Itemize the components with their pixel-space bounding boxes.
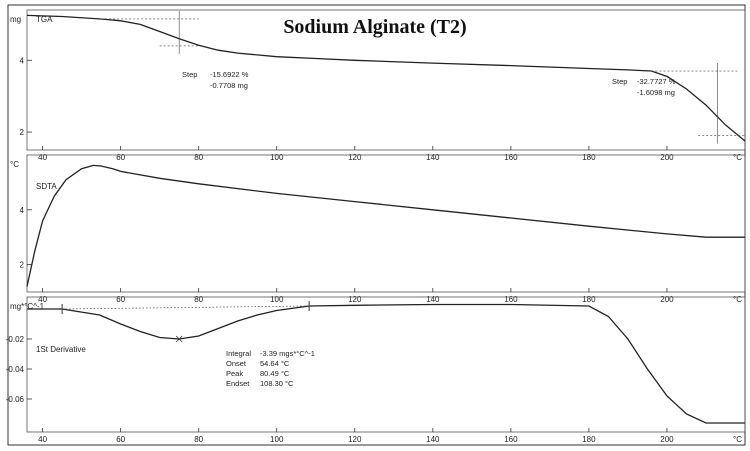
step-value: -32.7727 %	[637, 77, 676, 86]
x-tick-label: 80	[194, 295, 203, 304]
x-tick-label: 60	[116, 153, 125, 162]
result-value: 54.64 °C	[260, 359, 290, 368]
panel-frame	[26, 296, 746, 433]
result-label: Endset	[226, 379, 250, 388]
x-unit-label: °C	[733, 153, 742, 162]
series-line	[26, 164, 745, 287]
x-tick-label: 120	[348, 295, 362, 304]
step-value: -1.6098 mg	[637, 88, 675, 97]
x-tick-label: 80	[194, 153, 203, 162]
x-tick-label: 100	[270, 153, 284, 162]
result-label: Peak	[226, 369, 243, 378]
step-label: Step	[182, 70, 197, 79]
result-value: 108.30 °C	[260, 379, 294, 388]
x-tick-label: 140	[426, 435, 440, 444]
y-tick-label: -0.02	[6, 335, 25, 344]
x-tick-label: 140	[426, 295, 440, 304]
x-tick-label: 80	[194, 435, 203, 444]
x-tick-label: 60	[116, 295, 125, 304]
x-tick-label: 180	[582, 295, 596, 304]
result-label: Onset	[226, 359, 247, 368]
step-value: -15.6922 %	[210, 70, 249, 79]
y-unit-label: mg*°C^-1	[10, 302, 45, 311]
x-tick-label: 160	[504, 435, 518, 444]
y-tick-label: 2	[20, 128, 25, 137]
panel-label: 1St Derivative	[36, 345, 86, 354]
x-tick-label: 140	[426, 153, 440, 162]
series-line	[26, 14, 746, 142]
panel-label: SDTA	[36, 182, 57, 191]
result-value: -3.39 mgs*°C^-1	[260, 349, 315, 358]
result-value: 80.49 °C	[260, 369, 290, 378]
y-tick-label: 4	[20, 206, 25, 215]
peak-marker	[175, 335, 183, 343]
x-tick-label: 120	[348, 435, 362, 444]
step-value: -0.7708 mg	[210, 81, 248, 90]
step-label: Step	[612, 77, 627, 86]
x-tick-label: 180	[582, 153, 596, 162]
panel-frame	[26, 9, 746, 151]
panel-label: TGA	[36, 15, 53, 24]
x-tick-label: 60	[116, 435, 125, 444]
chart-title: Sodium Alginate (T2)	[283, 16, 467, 38]
x-tick-label: 100	[270, 435, 284, 444]
x-tick-label: 40	[38, 435, 47, 444]
integration-baseline	[62, 305, 310, 310]
x-tick-label: 40	[38, 295, 47, 304]
panel-frame	[26, 154, 746, 293]
x-tick-label: 200	[660, 153, 674, 162]
y-tick-label: 2	[20, 261, 25, 270]
y-unit-label: mg	[10, 15, 21, 24]
y-tick-label: 4	[20, 56, 25, 65]
y-tick-label: -0.04	[6, 365, 25, 374]
result-label: Integral	[226, 349, 251, 358]
y-tick-label: -0.06	[6, 395, 25, 404]
y-unit-label: °C	[10, 160, 19, 169]
series-line	[27, 303, 745, 424]
x-tick-label: 160	[504, 153, 518, 162]
x-unit-label: °C	[733, 295, 742, 304]
x-tick-label: 40	[38, 153, 47, 162]
x-tick-label: 120	[348, 153, 362, 162]
x-tick-label: 200	[660, 435, 674, 444]
x-tick-label: 100	[270, 295, 284, 304]
outer-border	[7, 4, 746, 446]
x-unit-label: °C	[733, 435, 742, 444]
x-tick-label: 200	[660, 295, 674, 304]
x-tick-label: 180	[582, 435, 596, 444]
x-tick-label: 160	[504, 295, 518, 304]
